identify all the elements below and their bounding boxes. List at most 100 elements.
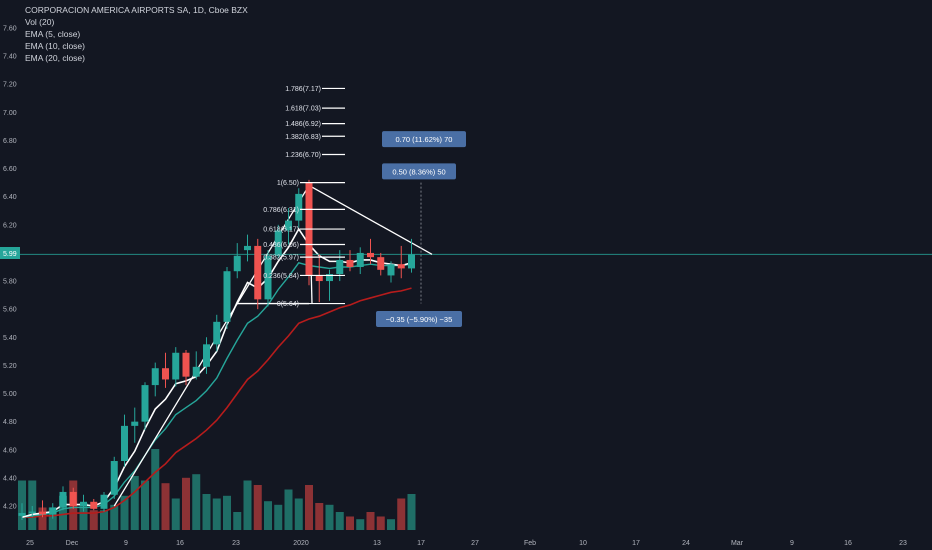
candle-body xyxy=(39,511,46,515)
symbol-title[interactable]: CORPORACION AMERICA AIRPORTS SA, 1D, Cbo… xyxy=(25,5,248,15)
candle-body xyxy=(131,421,139,426)
volume-bar xyxy=(151,449,160,530)
y-tick-label: 4.40 xyxy=(3,475,17,482)
candle-body xyxy=(367,252,374,258)
volume-bar xyxy=(397,498,406,530)
volume-bar xyxy=(171,498,180,530)
y-tick-label: 4.60 xyxy=(3,447,17,454)
volume-bar xyxy=(182,477,190,530)
y-tick-label: 6.60 xyxy=(3,166,17,173)
volume-bar xyxy=(387,519,395,530)
y-tick-label: 7.40 xyxy=(3,54,17,61)
measure-box-label: 0.70 (11.62%) 70 xyxy=(396,135,453,144)
volume-bar xyxy=(325,504,334,530)
volume-bar xyxy=(89,510,98,530)
x-tick-label: 27 xyxy=(471,540,479,547)
measure-box xyxy=(382,163,456,180)
fib-level-label: 0.786(6.31) xyxy=(263,207,299,214)
volume-bar xyxy=(28,480,37,530)
candle-body xyxy=(80,501,87,506)
volume-bar xyxy=(407,494,416,530)
candle-body xyxy=(151,368,159,386)
indicator-ema-10[interactable]: EMA (10, close) xyxy=(25,41,85,51)
candle-body xyxy=(356,252,364,267)
volume-bar xyxy=(315,503,324,530)
candle-body xyxy=(18,513,26,516)
candle-body xyxy=(346,259,354,267)
volume-bar xyxy=(346,516,354,530)
y-tick-label: 6.40 xyxy=(3,194,17,201)
y-tick-label: 6.80 xyxy=(3,138,17,145)
candle-body xyxy=(141,385,149,422)
candle-body xyxy=(162,368,169,380)
x-tick-label: 23 xyxy=(899,540,907,547)
x-tick-label: 2020 xyxy=(293,540,309,547)
indicator-ema-20[interactable]: EMA (20, close) xyxy=(25,53,85,63)
x-tick-label: 24 xyxy=(682,540,690,547)
fibonacci-levels[interactable]: 1.786(7.17) 1.618(7.03) 1.486(6.92) 1.382(6… xyxy=(263,86,345,308)
candle-body xyxy=(274,230,282,256)
ema-20-line xyxy=(22,287,412,519)
x-tick-label: 9 xyxy=(124,540,128,547)
candle-body xyxy=(254,245,262,300)
fib-level-label: 0.618(6.17) xyxy=(263,227,299,234)
x-tick-label: 13 xyxy=(373,540,381,547)
volume-bar xyxy=(335,512,344,530)
candle-body xyxy=(203,344,210,367)
indicator-volume[interactable]: Vol (20) xyxy=(25,17,55,27)
candle-body xyxy=(326,274,333,282)
fib-level-label: 1.786(7.17) xyxy=(285,86,321,93)
x-axis: 25 Dec 9 16 23 2020 13 17 27 Feb 10 17 24 Mar 9 16 23 xyxy=(26,540,907,547)
x-tick-label: 17 xyxy=(417,540,425,547)
candle-body xyxy=(336,259,344,275)
candle-body xyxy=(213,321,221,345)
x-tick-label: 9 xyxy=(790,540,794,547)
indicator-ema-5[interactable]: EMA (5, close) xyxy=(25,29,81,39)
volume-bar xyxy=(284,489,293,530)
last-price-tag: 5.99 xyxy=(0,247,20,259)
x-tick-label: Mar xyxy=(731,540,744,547)
fib-level-label: 1(6.50) xyxy=(277,180,299,187)
fib-level-label: 0(5.64) xyxy=(277,301,299,308)
volume-bar xyxy=(253,485,262,530)
volume-bar xyxy=(356,519,365,530)
volume-bar xyxy=(48,507,57,530)
y-tick-label: 5.00 xyxy=(3,391,17,398)
volume-bar xyxy=(79,503,88,530)
volume-bar xyxy=(100,510,108,530)
y-tick-label: 7.20 xyxy=(3,82,17,89)
fib-level-label: 1.236(6.70) xyxy=(285,152,321,159)
candle-body xyxy=(408,254,415,269)
volume-bar xyxy=(243,480,252,530)
chart-legend: CORPORACION AMERICA AIRPORTS SA, 1D, Cbo… xyxy=(25,4,248,64)
volume-bar xyxy=(120,495,129,530)
candle-body xyxy=(295,193,303,221)
candle-body xyxy=(59,491,67,508)
measure-box-label: 0.50 (8.36%) 50 xyxy=(392,167,445,176)
candle-body xyxy=(315,275,323,282)
x-tick-label: Dec xyxy=(66,540,79,547)
candle-body xyxy=(110,461,118,495)
candle-body xyxy=(223,271,231,322)
candle-body xyxy=(387,264,395,276)
y-tick-label: 7.60 xyxy=(3,26,17,33)
x-tick-label: 17 xyxy=(632,540,640,547)
y-tick-label: 4.80 xyxy=(3,419,17,426)
last-price-badge xyxy=(0,247,20,259)
volume-bar xyxy=(212,498,221,530)
volume-bar xyxy=(233,512,242,530)
volume-bar xyxy=(305,485,313,530)
volume-bar xyxy=(376,516,385,530)
fib-level-label: 0.236(5.84) xyxy=(263,273,299,280)
candle-body xyxy=(264,255,272,300)
y-tick-label: 5.60 xyxy=(3,307,17,314)
measure-boxes[interactable]: 0.70 (11.62%) 70 0.50 (8.36%) 50 −0.35 (−5… xyxy=(376,131,466,328)
candle-body xyxy=(90,501,98,509)
candle-body xyxy=(244,245,251,251)
x-tick-label: 16 xyxy=(176,540,184,547)
measure-box xyxy=(382,131,466,148)
candle-body xyxy=(192,366,200,377)
y-tick-label: 5.80 xyxy=(3,279,17,286)
